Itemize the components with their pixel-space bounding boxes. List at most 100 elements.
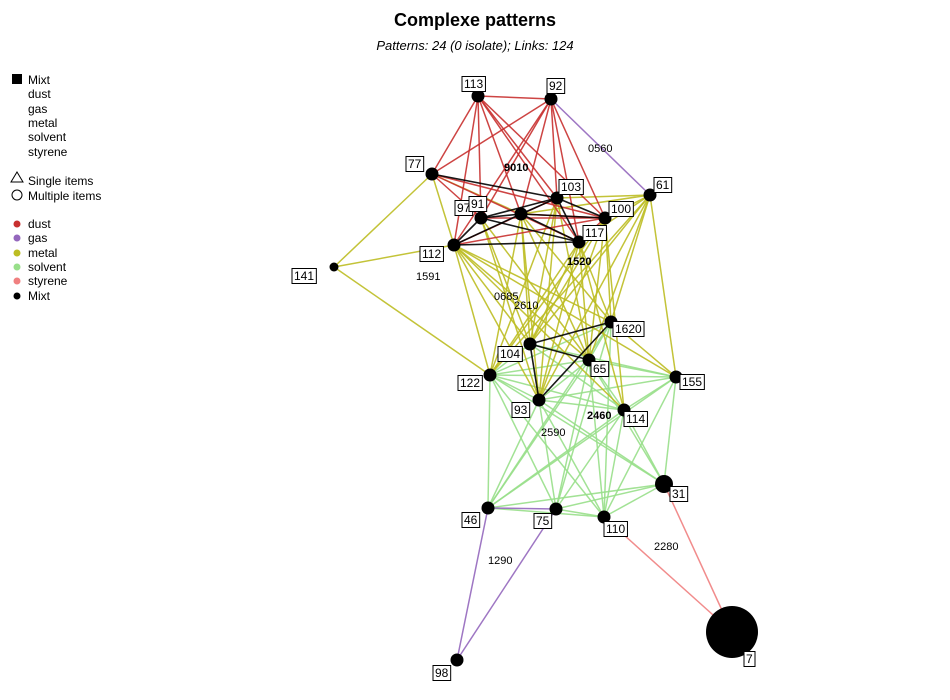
node-marker[interactable] (471, 89, 485, 103)
edge-gas (456, 508, 557, 661)
legend-dot-dust-icon (13, 220, 21, 228)
edge-dust (431, 173, 606, 219)
node-label: 75 (536, 514, 550, 528)
edge-Mixt (453, 241, 580, 246)
node-marker[interactable] (544, 92, 558, 106)
node-label: 65 (593, 362, 607, 376)
edge-metal (489, 213, 522, 376)
node-label: 155 (682, 375, 702, 389)
edge-dust (477, 95, 552, 100)
node-114[interactable]: 114 (617, 403, 648, 427)
edge-solvent (489, 359, 590, 376)
node-110[interactable]: 110 (597, 510, 628, 537)
node-97[interactable]: 97 (454, 200, 488, 225)
node-marker[interactable] (706, 606, 758, 658)
legend-type-metal: metal (28, 116, 57, 130)
node-92[interactable]: 92 (544, 78, 566, 106)
edge-Mixt (520, 213, 606, 219)
edge-metal (538, 217, 606, 401)
edge-Mixt (529, 321, 612, 345)
edge-metal (578, 241, 625, 411)
node-155[interactable]: 155 (669, 370, 705, 390)
node-91[interactable]: 91 (468, 196, 528, 221)
legend-shape-single: Single items (28, 174, 93, 188)
node-label-box (679, 374, 705, 390)
node-marker[interactable] (481, 501, 495, 515)
node-marker[interactable] (598, 211, 612, 225)
node-marker[interactable] (474, 211, 488, 225)
node-label-box (582, 225, 607, 241)
node-65[interactable]: 65 (582, 353, 610, 377)
legend: Mixt dust gas metal solvent styrene Sing… (10, 73, 101, 303)
node-marker[interactable] (669, 370, 683, 384)
legend-type-solvent: solvent (28, 130, 67, 144)
node-122[interactable]: 122 (457, 368, 497, 391)
edge-metal (453, 244, 590, 361)
chart-subtitle: Patterns: 24 (0 isolate); Links: 124 (376, 38, 574, 53)
node-100[interactable]: 100 (598, 201, 634, 225)
edge-metal (453, 244, 491, 376)
node-75[interactable]: 75 (533, 502, 563, 529)
node-marker[interactable] (514, 207, 528, 221)
node-label-box (612, 321, 645, 337)
node-46[interactable]: 46 (461, 501, 495, 528)
legend-color-solvent: solvent (28, 260, 67, 274)
node-label-box (497, 346, 523, 362)
legend-dot-styrene-icon (13, 277, 21, 285)
node-marker[interactable] (532, 393, 546, 407)
edge-metal (538, 197, 558, 401)
node-113[interactable]: 113 (461, 76, 486, 103)
node-31[interactable]: 31 (655, 475, 689, 502)
edge-solvent (555, 508, 605, 518)
node-marker[interactable] (483, 368, 497, 382)
node-label-box (511, 402, 531, 418)
edge-solvent (603, 409, 625, 518)
edge-gas (487, 507, 557, 510)
edge-metal (453, 244, 540, 401)
node-marker[interactable] (572, 235, 586, 249)
node-112[interactable]: 112 (419, 238, 461, 262)
node-label-box (461, 76, 486, 92)
legend-dot-solvent-icon (13, 263, 21, 271)
node-label-box (546, 78, 566, 94)
node-label: 97 (457, 201, 471, 215)
node-141[interactable]: 141 (291, 262, 339, 284)
node-marker[interactable] (329, 262, 339, 272)
node-104[interactable]: 104 (497, 337, 537, 362)
node-marker[interactable] (447, 238, 461, 252)
node-103[interactable]: 103 (550, 179, 584, 205)
node-label: 98 (435, 666, 449, 680)
legend-color-metal: metal (28, 246, 57, 260)
edge-solvent (487, 376, 677, 509)
edge-solvent (603, 483, 665, 518)
node-marker[interactable] (549, 502, 563, 516)
node-7[interactable]: 7 (706, 606, 758, 667)
edge-metal (520, 213, 540, 401)
edge-metal (604, 217, 625, 411)
node-marker[interactable] (523, 337, 537, 351)
node-98[interactable]: 98 (432, 653, 464, 681)
node-117[interactable]: 117 (572, 225, 607, 249)
node-marker[interactable] (597, 510, 611, 524)
node-marker[interactable] (425, 167, 439, 181)
edge-solvent (603, 376, 677, 518)
node-label: 141 (294, 269, 314, 283)
node-label-box (468, 196, 488, 212)
node-marker[interactable] (450, 653, 464, 667)
edge-metal (529, 197, 558, 345)
node-77[interactable]: 77 (405, 156, 439, 181)
triangle-icon (10, 171, 24, 183)
edge-dust (550, 98, 606, 219)
node-1620[interactable]: 1620 (604, 315, 645, 337)
node-marker[interactable] (643, 188, 657, 202)
edge-solvent (555, 321, 612, 510)
edge-solvent (555, 409, 625, 510)
node-61[interactable]: 61 (643, 177, 673, 202)
node-label-box (623, 411, 648, 427)
node-93[interactable]: 93 (511, 393, 546, 418)
node-label-box (558, 179, 584, 195)
node-marker[interactable] (655, 475, 673, 493)
edge-solvent (555, 359, 590, 510)
edge-solvent (489, 374, 677, 378)
